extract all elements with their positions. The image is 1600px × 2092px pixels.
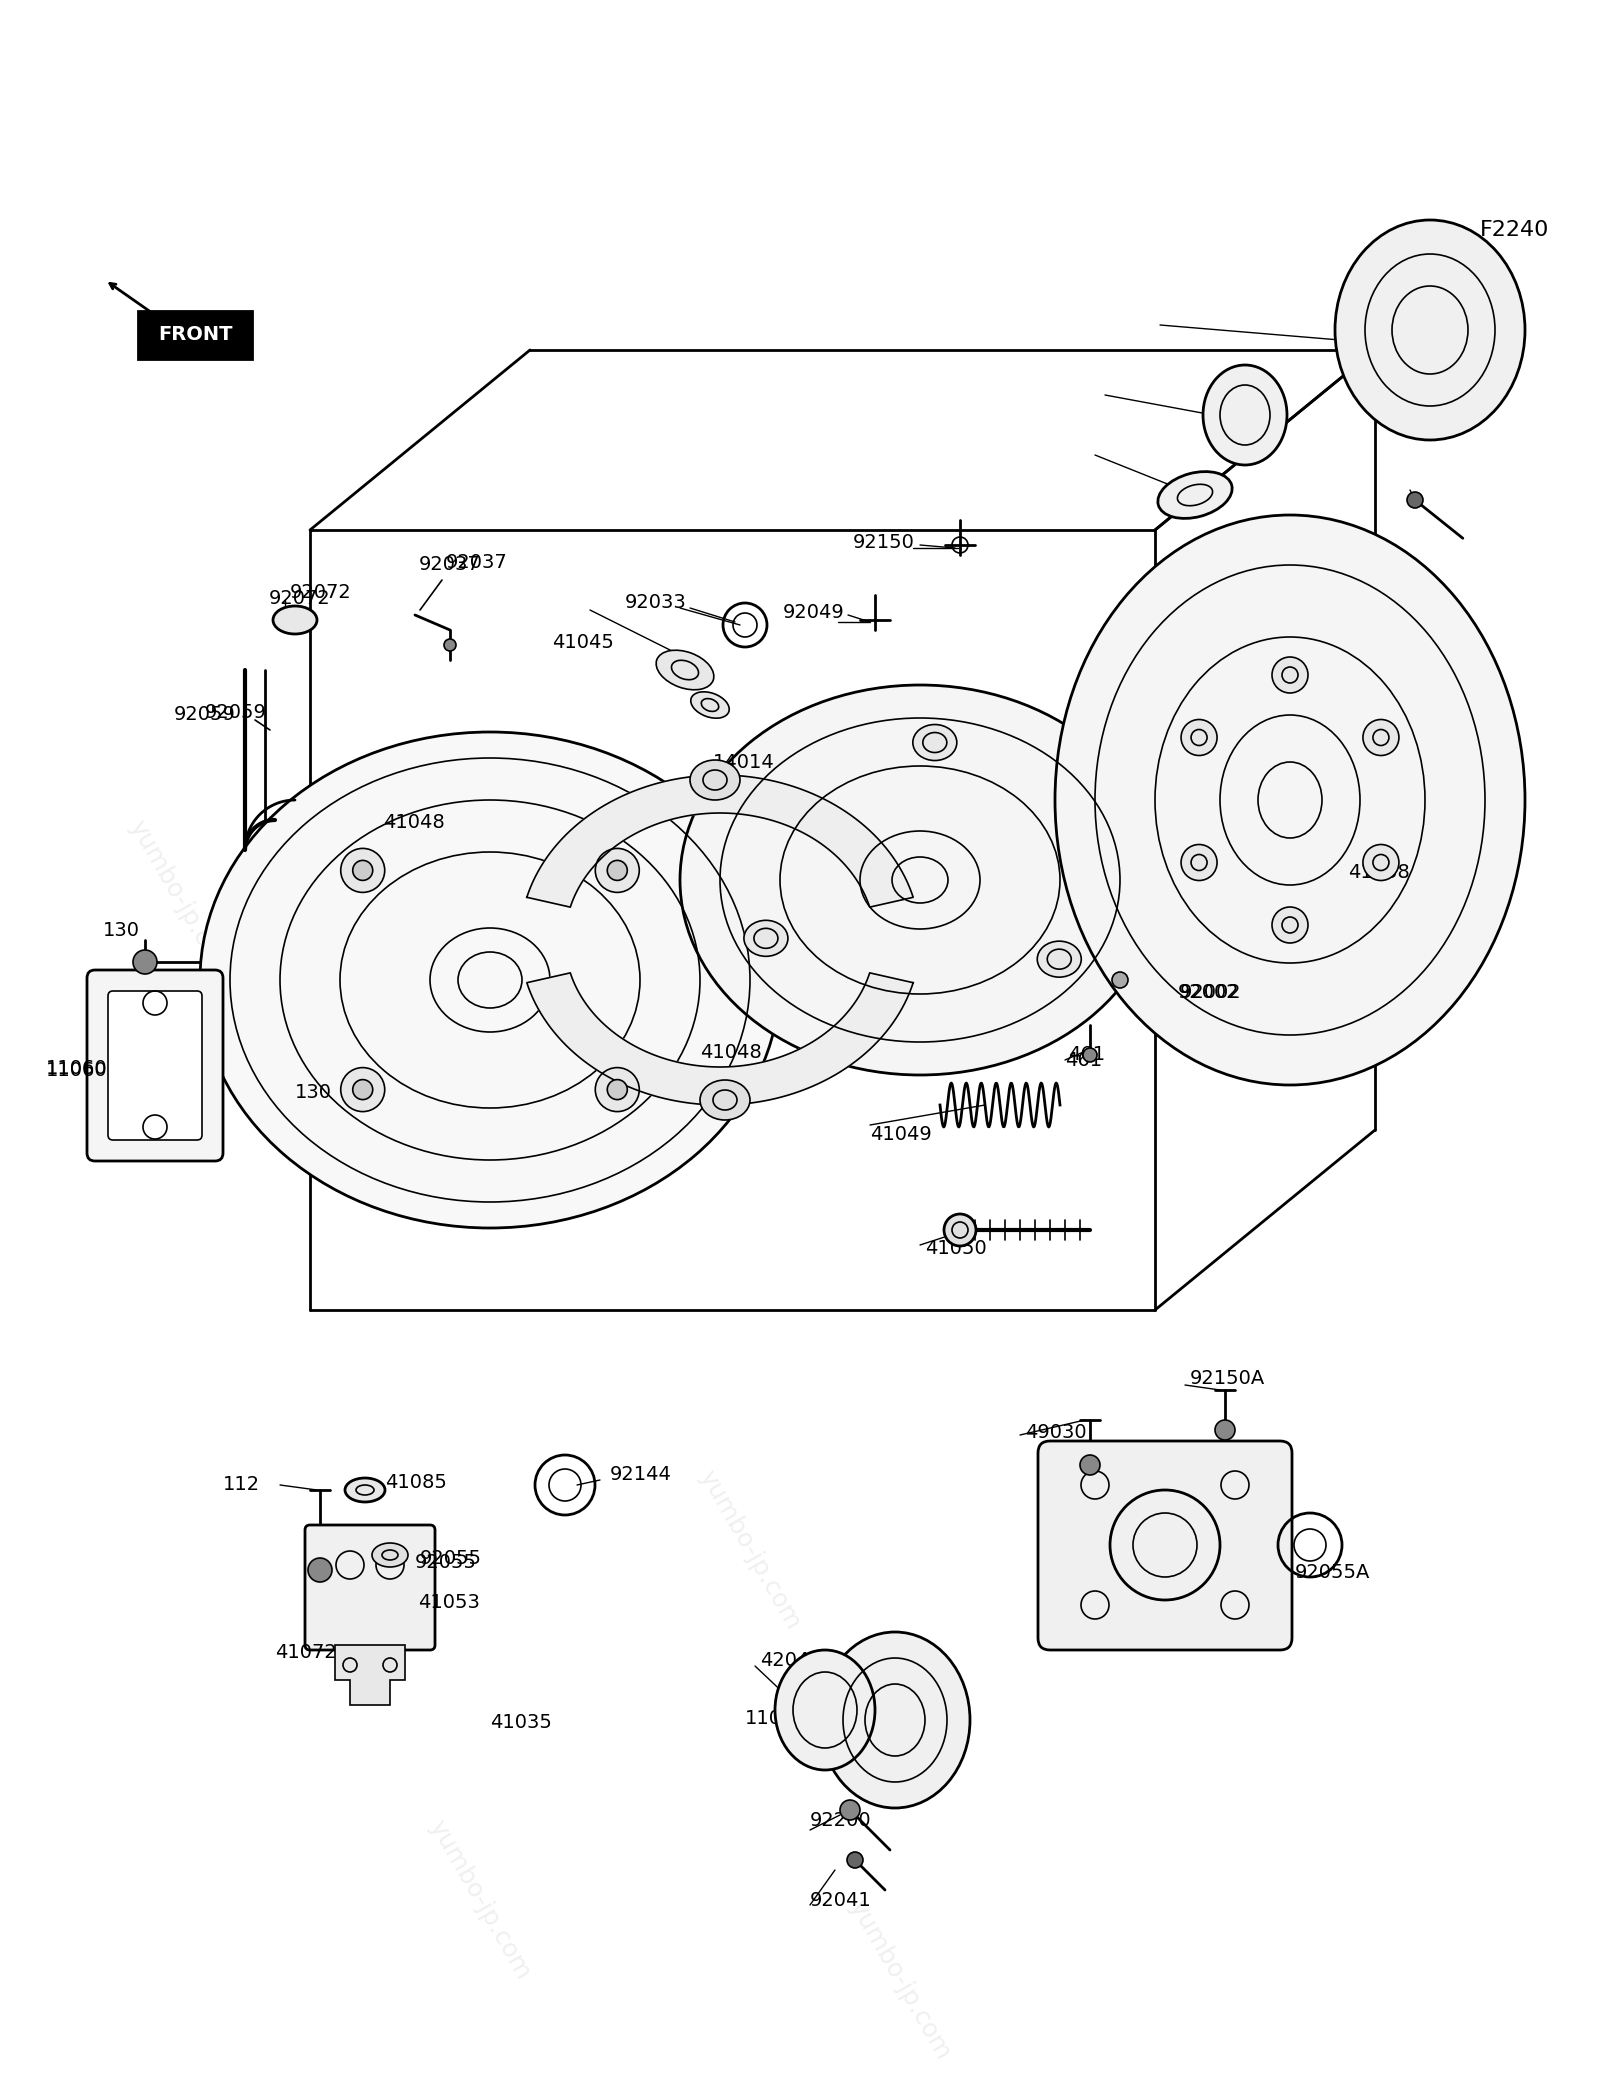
Text: 92037: 92037 (419, 556, 482, 575)
Text: 92150A: 92150A (1190, 1368, 1266, 1387)
Text: 461: 461 (1069, 1046, 1106, 1065)
Text: 11060: 11060 (46, 1061, 109, 1079)
Text: 92037: 92037 (446, 552, 507, 571)
FancyBboxPatch shape (306, 1525, 435, 1651)
Ellipse shape (680, 684, 1160, 1075)
Circle shape (1406, 492, 1422, 508)
Text: 41038: 41038 (1347, 862, 1410, 881)
Text: yumbo-jp.com: yumbo-jp.com (845, 1895, 955, 2065)
Circle shape (352, 1079, 373, 1100)
Text: 41053: 41053 (418, 1592, 480, 1611)
Circle shape (1181, 845, 1218, 881)
Circle shape (1080, 1456, 1101, 1475)
Text: 41049: 41049 (870, 1125, 931, 1144)
Ellipse shape (656, 651, 714, 690)
Text: 11012: 11012 (746, 1709, 806, 1728)
Circle shape (1272, 908, 1309, 943)
Text: 92055: 92055 (414, 1552, 477, 1571)
Ellipse shape (1054, 515, 1525, 1086)
Ellipse shape (1334, 220, 1525, 439)
Text: 461: 461 (1066, 1050, 1102, 1069)
Circle shape (445, 638, 456, 651)
Ellipse shape (774, 1651, 875, 1770)
Text: yumbo-jp.com: yumbo-jp.com (424, 1816, 536, 1983)
Text: 41050: 41050 (925, 1238, 987, 1257)
Text: 92144: 92144 (610, 1466, 672, 1485)
Ellipse shape (819, 1632, 970, 1807)
Circle shape (1083, 1048, 1098, 1063)
Circle shape (1214, 1420, 1235, 1439)
Text: 11060: 11060 (46, 1059, 109, 1077)
Circle shape (846, 1851, 862, 1868)
Polygon shape (526, 774, 914, 908)
FancyBboxPatch shape (1038, 1441, 1293, 1651)
Circle shape (307, 1559, 333, 1582)
Text: 41085: 41085 (386, 1473, 446, 1492)
Text: 92002: 92002 (1178, 983, 1240, 1002)
Text: 92072: 92072 (290, 582, 352, 602)
Text: 92200: 92200 (810, 1810, 872, 1830)
Text: FRONT: FRONT (158, 326, 232, 345)
Circle shape (341, 849, 384, 893)
Circle shape (1112, 973, 1128, 987)
Text: 130: 130 (102, 920, 141, 939)
Ellipse shape (1158, 471, 1232, 519)
Circle shape (133, 950, 157, 975)
Ellipse shape (274, 607, 317, 634)
Circle shape (608, 1079, 627, 1100)
Text: 92072: 92072 (269, 588, 331, 607)
Circle shape (1181, 720, 1218, 755)
Text: 92049: 92049 (782, 602, 845, 621)
Text: 92033: 92033 (624, 592, 686, 611)
Text: F2240: F2240 (1480, 220, 1549, 241)
Circle shape (595, 1067, 640, 1111)
Circle shape (840, 1799, 861, 1820)
Ellipse shape (701, 1079, 750, 1119)
Text: 92059: 92059 (205, 703, 267, 722)
Text: 92059: 92059 (174, 705, 235, 724)
Text: 92055A: 92055A (1294, 1563, 1370, 1582)
Text: 92002: 92002 (1181, 983, 1242, 1002)
Text: yumbo-jp.com: yumbo-jp.com (694, 1466, 805, 1634)
Circle shape (1363, 845, 1398, 881)
FancyBboxPatch shape (86, 971, 222, 1161)
Text: 112: 112 (222, 1475, 259, 1494)
Circle shape (1363, 720, 1398, 755)
Text: 130: 130 (294, 1082, 333, 1102)
FancyBboxPatch shape (138, 312, 253, 360)
Text: 42045: 42045 (760, 1651, 822, 1669)
Text: 41035: 41035 (490, 1713, 552, 1732)
Ellipse shape (371, 1544, 408, 1567)
Ellipse shape (691, 692, 730, 718)
Text: 41072: 41072 (275, 1642, 336, 1661)
Circle shape (352, 860, 373, 881)
FancyBboxPatch shape (109, 992, 202, 1140)
Text: 41048: 41048 (384, 814, 445, 833)
Text: 49030: 49030 (1026, 1423, 1086, 1441)
Circle shape (341, 1067, 384, 1111)
Text: 14014: 14014 (714, 753, 774, 772)
Text: 92150: 92150 (853, 533, 915, 552)
Ellipse shape (1037, 941, 1082, 977)
Ellipse shape (1203, 364, 1286, 464)
Text: 92041: 92041 (810, 1891, 872, 1910)
Text: 92055: 92055 (419, 1548, 482, 1567)
Circle shape (595, 849, 640, 893)
Ellipse shape (744, 920, 787, 956)
Ellipse shape (690, 759, 739, 799)
Text: 41048: 41048 (701, 1042, 762, 1061)
Ellipse shape (346, 1479, 386, 1502)
Ellipse shape (200, 732, 781, 1228)
Polygon shape (526, 973, 914, 1105)
Circle shape (944, 1213, 976, 1247)
Text: 41045: 41045 (552, 632, 614, 651)
Circle shape (1272, 657, 1309, 692)
Polygon shape (334, 1644, 405, 1705)
Ellipse shape (914, 724, 957, 761)
Circle shape (608, 860, 627, 881)
Text: yumbo-jp.com: yumbo-jp.com (125, 816, 235, 983)
